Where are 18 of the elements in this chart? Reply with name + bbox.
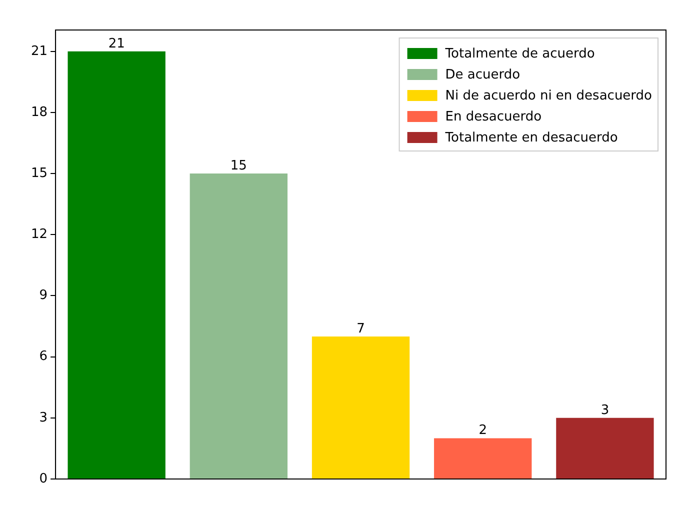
data-label: 3 — [600, 402, 610, 418]
data-label: 2 — [478, 423, 488, 438]
y-tick-label: 21 — [30, 44, 48, 59]
legend-label: En desacuerdo — [445, 109, 542, 124]
y-tick-label: 0 — [39, 471, 48, 486]
legend-label: Totalmente de acuerdo — [444, 46, 595, 62]
y-tick-label: 18 — [30, 104, 48, 120]
y-tick-label: 3 — [39, 410, 48, 426]
y-tick-label: 15 — [30, 166, 48, 181]
legend-label: Ni de acuerdo ni en desacuerdo — [445, 88, 652, 104]
y-tick-label: 12 — [30, 227, 48, 242]
legend-label: De acuerdo — [445, 67, 520, 82]
y-tick-label: 6 — [39, 349, 48, 364]
y-tick-label: 9 — [39, 288, 48, 304]
data-label: 7 — [356, 321, 365, 336]
data-label: 15 — [230, 158, 247, 174]
legend-label: Totalmente en desacuerdo — [444, 130, 618, 146]
data-label: 21 — [108, 36, 125, 52]
